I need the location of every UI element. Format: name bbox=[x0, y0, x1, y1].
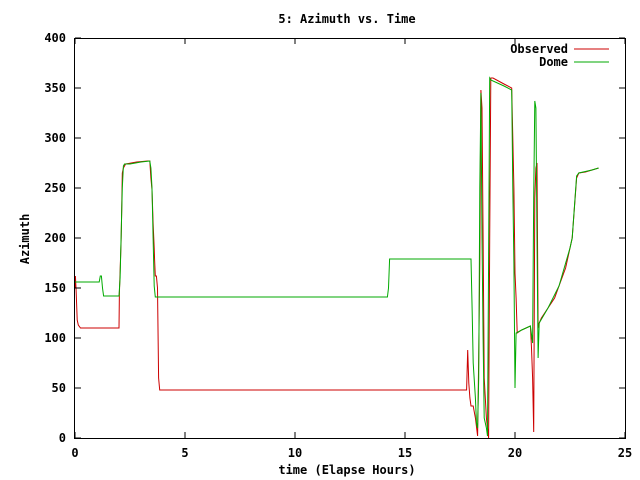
y-axis-label: Azimuth bbox=[18, 214, 32, 265]
x-tick-label: 0 bbox=[71, 446, 78, 460]
x-tick-label: 25 bbox=[618, 446, 632, 460]
chart-title: 5: Azimuth vs. Time bbox=[278, 12, 415, 26]
x-axis-label: time (Elapse Hours) bbox=[278, 463, 415, 477]
x-tick-label: 15 bbox=[398, 446, 412, 460]
y-tick-label: 50 bbox=[52, 381, 66, 395]
legend-label-dome: Dome bbox=[539, 55, 568, 69]
y-tick-label: 400 bbox=[44, 31, 66, 45]
x-tick-label: 5 bbox=[181, 446, 188, 460]
y-tick-label: 0 bbox=[59, 431, 66, 445]
x-tick-label: 20 bbox=[508, 446, 522, 460]
y-tick-label: 300 bbox=[44, 131, 66, 145]
plot-frame bbox=[74, 38, 626, 439]
y-tick-label: 200 bbox=[44, 231, 66, 245]
series-layer bbox=[74, 76, 599, 439]
series-line-dome bbox=[75, 76, 599, 437]
x-tick-label: 10 bbox=[288, 446, 302, 460]
y-tick-label: 250 bbox=[44, 181, 66, 195]
y-tick-label: 100 bbox=[44, 331, 66, 345]
y-tick-label: 150 bbox=[44, 281, 66, 295]
legend-label-observed: Observed bbox=[510, 42, 568, 56]
y-tick-label: 350 bbox=[44, 81, 66, 95]
